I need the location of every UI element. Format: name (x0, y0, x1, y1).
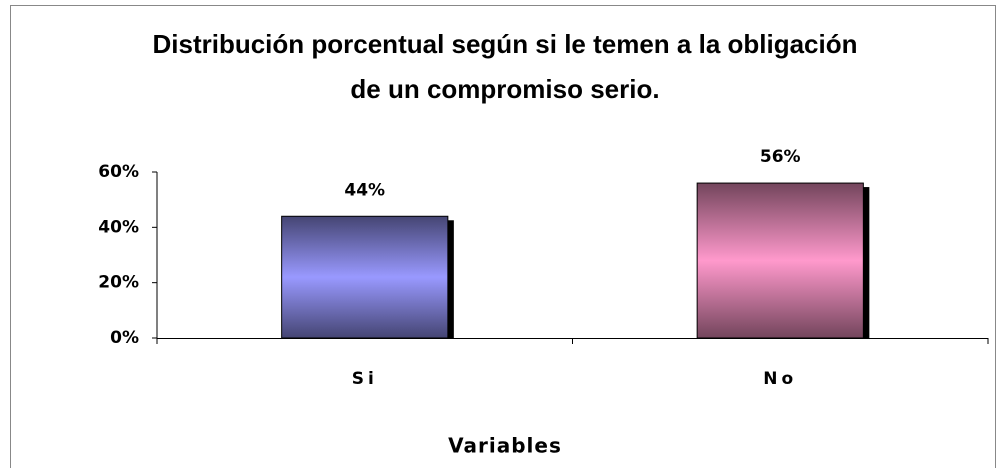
y-tick-label: 40% (98, 217, 139, 237)
x-tick-label: Si (352, 369, 378, 389)
bar (696, 182, 864, 339)
data-label: 44% (344, 180, 385, 200)
x-axis-title: Variables (448, 434, 562, 458)
bar (281, 215, 449, 339)
x-tick-label: No (763, 369, 797, 389)
y-tick-label: 20% (98, 273, 139, 293)
y-tick-label: 60% (98, 162, 139, 182)
y-tick-label: 0% (110, 328, 139, 348)
chart-title: Distribución porcentual según si le teme… (152, 29, 858, 104)
data-label: 56% (760, 147, 801, 167)
